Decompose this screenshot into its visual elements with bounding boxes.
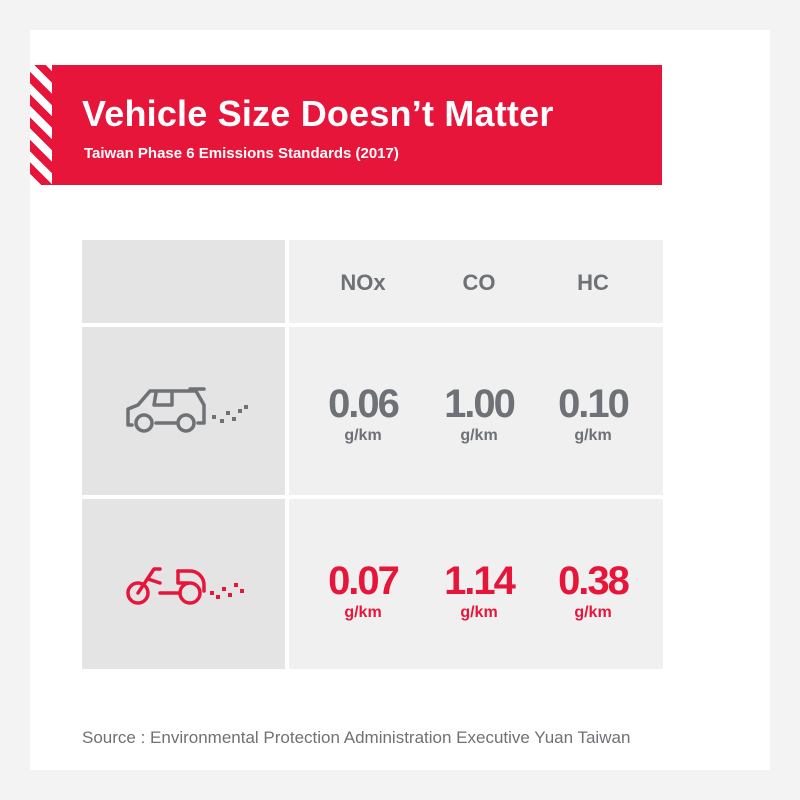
scooter-nox-unit: g/km	[344, 604, 382, 621]
column-header-hc: HC	[577, 270, 609, 295]
car-values-cell: 0.06 g/km 1.00 g/km 0.10 g/km	[289, 327, 663, 495]
car-nox-value: 0.06	[328, 382, 400, 426]
infographic-card: Vehicle Size Doesn’t Matter Taiwan Phase…	[30, 30, 770, 770]
car-icon-cell	[82, 327, 285, 495]
scooter-co-value: 1.14	[444, 559, 516, 603]
car-hc-value: 0.10	[558, 382, 630, 426]
header-corner-cell	[82, 240, 285, 323]
scooter-co-unit: g/km	[460, 604, 498, 621]
car-co-unit: g/km	[460, 427, 498, 444]
scooter-values-cell: 0.07 g/km 1.14 g/km 0.38 g/km	[289, 499, 663, 669]
car-co: 1.00 g/km	[429, 382, 529, 446]
chart-title: Vehicle Size Doesn’t Matter	[82, 93, 554, 134]
scooter-nox: 0.07 g/km	[313, 559, 413, 623]
scooter-hc-unit: g/km	[574, 604, 612, 621]
scooter-icon	[126, 567, 244, 605]
scooter-nox-value: 0.07	[328, 559, 400, 603]
chart-subtitle: Taiwan Phase 6 Emissions Standards (2017…	[84, 145, 399, 162]
car-co-value: 1.00	[444, 382, 516, 426]
car-icon	[126, 387, 248, 433]
emissions-table: NOx CO HC	[82, 240, 663, 669]
column-header-nox: NOx	[340, 270, 386, 295]
title-banner: Vehicle Size Doesn’t Matter Taiwan Phase…	[30, 65, 662, 185]
scooter-hc: 0.38 g/km	[543, 559, 643, 623]
source-note: Source : Environmental Protection Admini…	[82, 728, 631, 747]
car-hc-unit: g/km	[574, 427, 612, 444]
scooter-co: 1.14 g/km	[429, 559, 529, 623]
stripes-decoration	[30, 65, 52, 185]
car-nox: 0.06 g/km	[313, 382, 413, 446]
scooter-hc-value: 0.38	[558, 559, 630, 603]
scooter-icon-cell	[82, 499, 285, 669]
car-nox-unit: g/km	[344, 427, 382, 444]
car-hc: 0.10 g/km	[543, 382, 643, 446]
header-cell: NOx CO HC	[289, 240, 663, 323]
column-header-co: CO	[462, 270, 496, 295]
